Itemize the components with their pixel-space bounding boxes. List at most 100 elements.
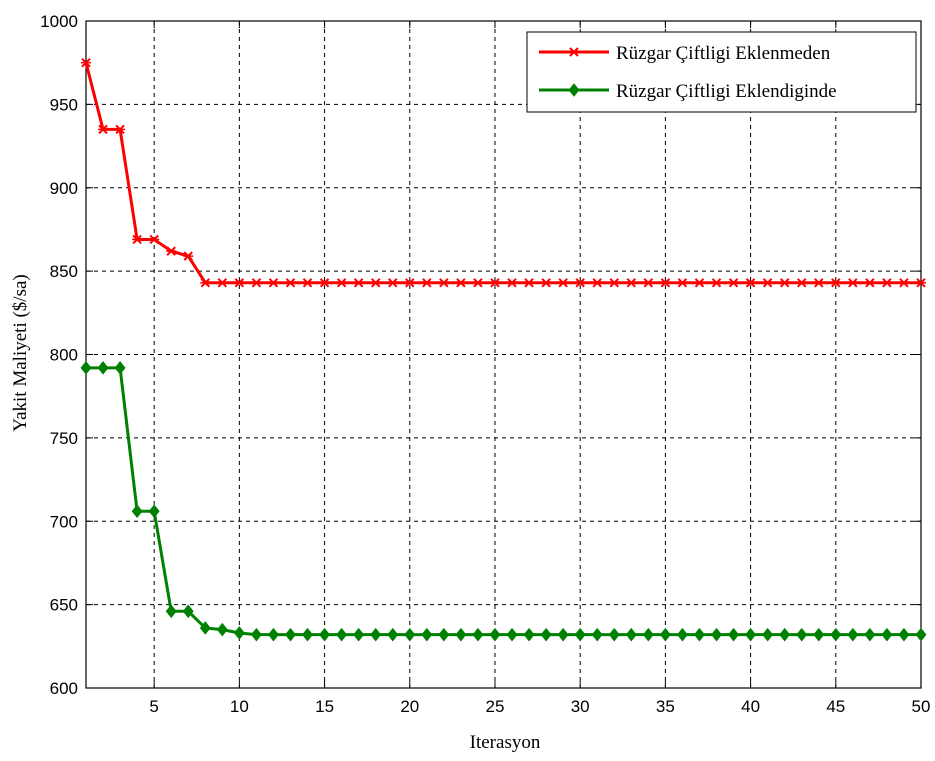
data-point — [881, 278, 892, 288]
y-tick-label: 900 — [50, 179, 78, 198]
data-point — [216, 622, 228, 637]
data-point — [438, 627, 450, 642]
data-point — [779, 278, 790, 288]
data-point — [591, 627, 603, 642]
data-point — [319, 627, 331, 642]
y-tick-label: 750 — [50, 429, 78, 448]
data-point — [575, 278, 586, 288]
series-1 — [81, 57, 926, 288]
x-tick-label: 15 — [315, 697, 334, 716]
data-point — [830, 278, 841, 288]
data-point — [813, 627, 825, 642]
data-point — [404, 278, 415, 288]
data-point — [421, 627, 433, 642]
data-point — [847, 627, 859, 642]
legend-marker — [568, 83, 580, 97]
data-point — [98, 124, 109, 135]
data-point — [285, 278, 296, 288]
data-point — [625, 627, 637, 642]
y-tick-label: 650 — [50, 596, 78, 615]
data-point — [847, 278, 858, 288]
y-axis-label: Yakit Maliyeti ($/sa) — [10, 274, 31, 431]
y-tick-label: 600 — [50, 679, 78, 698]
data-point — [217, 278, 228, 288]
data-point — [387, 278, 398, 288]
data-point — [540, 627, 552, 642]
legend-label: Rüzgar Çiftligi Eklendiginde — [616, 81, 837, 102]
data-point — [404, 627, 416, 642]
data-point — [81, 57, 91, 68]
legend-item: Rüzgar Çiftligi Eklenmeden — [539, 43, 831, 64]
data-point — [676, 627, 688, 642]
data-point — [898, 627, 910, 642]
data-point — [472, 627, 484, 642]
data-point — [302, 627, 313, 642]
legend: Rüzgar Çiftligi Eklenmeden Rüzgar Çiftlig… — [526, 31, 917, 113]
data-point — [370, 278, 381, 288]
data-point — [915, 627, 927, 642]
data-point — [285, 627, 296, 642]
data-point — [779, 627, 791, 642]
data-point — [659, 627, 671, 642]
data-point — [660, 278, 671, 288]
data-point — [609, 278, 620, 288]
data-point — [762, 627, 774, 642]
data-point — [507, 278, 518, 288]
data-point — [830, 627, 842, 642]
data-point — [97, 361, 109, 375]
data-point — [132, 234, 143, 245]
y-tick-label: 950 — [50, 95, 78, 114]
data-point — [745, 278, 756, 288]
data-point — [864, 627, 876, 642]
x-tick-label: 10 — [230, 697, 249, 716]
data-point — [813, 278, 824, 288]
data-point — [421, 278, 432, 288]
data-point — [455, 627, 467, 642]
data-point — [200, 278, 211, 288]
grid-lines — [86, 21, 921, 688]
data-point — [489, 627, 501, 642]
data-point — [642, 627, 654, 642]
data-point — [250, 627, 262, 642]
data-point — [438, 278, 449, 288]
data-point — [199, 621, 211, 635]
data-point — [506, 627, 518, 642]
data-point — [524, 278, 535, 288]
series-layer — [80, 57, 927, 642]
legend-marker — [569, 47, 579, 57]
x-tick-label: 30 — [571, 697, 590, 716]
legend-label: Rüzgar Çiftligi Eklenmeden — [616, 43, 831, 64]
data-point — [745, 627, 757, 642]
data-point — [183, 251, 194, 261]
data-point — [353, 627, 365, 642]
x-tick-label: 50 — [912, 697, 931, 716]
data-point — [302, 278, 313, 288]
data-point — [796, 627, 808, 642]
data-point — [711, 278, 722, 288]
y-tick-label: 850 — [50, 262, 78, 281]
data-point — [80, 361, 92, 375]
legend-box — [526, 31, 917, 113]
data-point — [268, 278, 279, 288]
data-point — [148, 504, 160, 519]
data-point — [268, 627, 279, 642]
data-point — [472, 278, 483, 288]
y-tick-label: 700 — [50, 512, 78, 531]
data-point — [336, 627, 348, 642]
axes: 5 10 15 20 25 30 35 40 45 50 600 650 700 750 800 850 900… — [40, 12, 930, 716]
data-point — [114, 361, 126, 375]
data-point — [796, 278, 807, 288]
data-point — [916, 278, 926, 288]
y-tick-label: 1000 — [40, 12, 78, 31]
data-point — [728, 278, 739, 288]
data-point — [541, 278, 552, 288]
x-tick-label: 25 — [486, 697, 505, 716]
data-point — [489, 278, 500, 288]
data-point — [455, 278, 466, 288]
data-point — [711, 627, 722, 642]
x-tick-label: 45 — [826, 697, 845, 716]
y-tick-label: 800 — [50, 346, 78, 365]
data-point — [677, 278, 688, 288]
